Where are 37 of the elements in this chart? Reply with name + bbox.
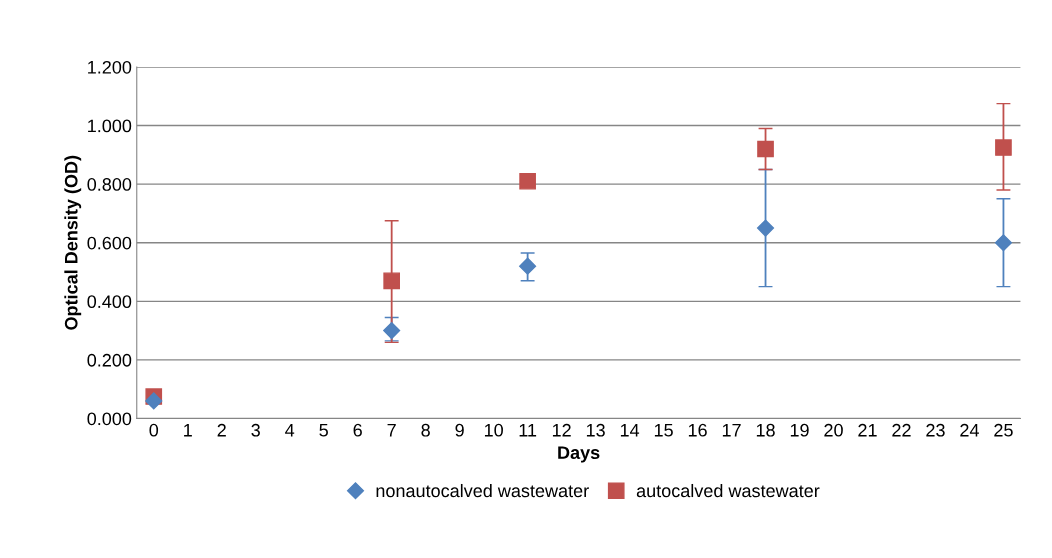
x-tick-label: 14 bbox=[620, 424, 640, 437]
legend-label: autocalved wastewater bbox=[636, 483, 820, 498]
x-tick-label: 8 bbox=[421, 423, 430, 437]
legend-label: nonautocalved wastewater bbox=[376, 483, 589, 498]
x-tick-label: 5 bbox=[319, 424, 328, 437]
x-tick-label: 20 bbox=[824, 423, 843, 437]
x-tick-label: 22 bbox=[892, 423, 911, 437]
y-tick-label: 0.800 bbox=[87, 178, 132, 191]
y-tick-label: 0.400 bbox=[87, 295, 132, 309]
x-tick-label: 11 bbox=[519, 424, 537, 437]
x-axis-title: Days bbox=[558, 446, 600, 463]
x-tick-label: 18 bbox=[756, 423, 775, 437]
x-tick-label: 10 bbox=[484, 423, 503, 437]
x-tick-label: 9 bbox=[455, 423, 464, 437]
y-tick-label: 0.000 bbox=[87, 412, 132, 426]
x-tick-label: 15 bbox=[654, 424, 673, 437]
x-tick-label: 21 bbox=[858, 423, 877, 437]
x-tick-label: 24 bbox=[960, 423, 979, 437]
x-tick-label: 25 bbox=[994, 423, 1013, 437]
x-tick-label: 1 bbox=[184, 424, 192, 437]
y-tick-label: 1.200 bbox=[88, 60, 132, 74]
y-tick-label: 0.600 bbox=[87, 236, 132, 250]
x-tick-label: 23 bbox=[926, 423, 945, 437]
x-tick-label: 7 bbox=[387, 424, 396, 437]
y-axis-title: Optical Density (OD) bbox=[64, 155, 82, 330]
x-tick-label: 19 bbox=[790, 423, 809, 437]
x-tick-label: 13 bbox=[586, 423, 605, 437]
x-tick-label: 16 bbox=[688, 423, 707, 437]
x-tick-label: 0 bbox=[149, 423, 159, 437]
x-tick-label: 6 bbox=[353, 423, 362, 437]
x-tick-label: 12 bbox=[552, 423, 571, 437]
x-tick-label: 3 bbox=[251, 423, 260, 437]
x-tick-label: 4 bbox=[285, 424, 295, 437]
x-tick-label: 2 bbox=[217, 423, 226, 437]
y-tick-label: 0.200 bbox=[87, 353, 132, 367]
x-tick-label: 17 bbox=[722, 424, 741, 437]
y-tick-label: 1.000 bbox=[88, 119, 132, 133]
